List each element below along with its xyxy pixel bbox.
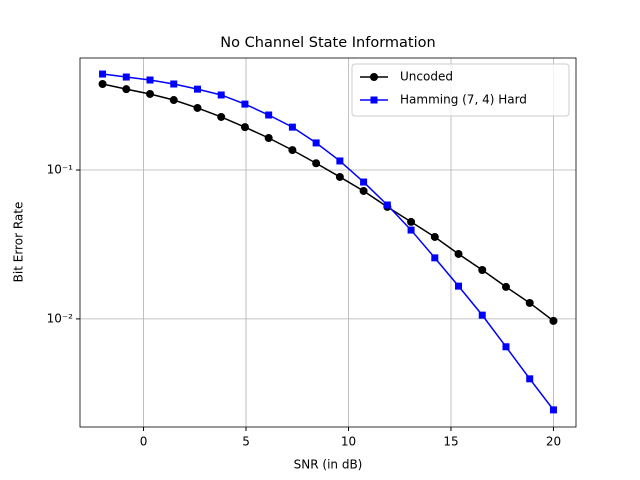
marker xyxy=(454,249,463,258)
marker xyxy=(193,103,202,112)
x-tick-label: 20 xyxy=(546,435,561,449)
x-tick-label: 15 xyxy=(443,435,458,449)
marker xyxy=(265,111,273,119)
x-axis-label: SNR (in dB) xyxy=(294,458,363,472)
marker xyxy=(169,96,178,105)
marker xyxy=(525,298,534,307)
marker xyxy=(430,232,439,241)
legend-marker xyxy=(370,73,378,81)
x-tick-label: 0 xyxy=(140,435,148,449)
marker xyxy=(526,375,534,383)
x-tick-label: 10 xyxy=(341,435,356,449)
marker xyxy=(217,112,226,121)
legend-label: Uncoded xyxy=(400,70,453,84)
marker xyxy=(146,89,155,98)
legend-marker xyxy=(370,96,378,104)
marker xyxy=(217,91,225,99)
marker xyxy=(288,146,297,155)
chart-title: No Channel State Information xyxy=(220,35,435,51)
marker xyxy=(335,172,344,181)
marker xyxy=(360,178,368,186)
marker xyxy=(193,85,201,93)
marker xyxy=(501,282,510,291)
series-line xyxy=(102,83,554,322)
legend-label: Hamming (7, 4) Hard xyxy=(400,93,527,107)
marker xyxy=(264,133,273,142)
marker xyxy=(170,80,178,88)
marker xyxy=(98,79,107,88)
x-tick-label: 5 xyxy=(242,435,250,449)
series-line xyxy=(102,73,555,411)
marker xyxy=(336,157,344,165)
marker xyxy=(549,406,557,414)
y-axis-label: Bit Error Rate xyxy=(12,202,26,283)
marker xyxy=(241,100,249,108)
marker xyxy=(549,316,558,325)
marker xyxy=(478,266,487,275)
marker xyxy=(122,73,130,81)
marker xyxy=(359,186,368,195)
marker xyxy=(122,85,131,94)
marker xyxy=(99,70,107,78)
marker xyxy=(240,123,249,132)
marker xyxy=(288,123,296,131)
marker xyxy=(383,201,391,209)
marker xyxy=(478,311,486,319)
marker xyxy=(407,226,415,234)
marker xyxy=(502,343,510,351)
marker xyxy=(312,159,321,168)
legend-box xyxy=(351,63,570,117)
marker xyxy=(455,282,463,290)
y-tick-label: 10⁻² xyxy=(47,311,74,325)
marker xyxy=(407,217,416,226)
plot-frame xyxy=(79,57,577,428)
marker xyxy=(431,254,439,262)
marker xyxy=(146,76,154,84)
marker xyxy=(312,139,320,147)
y-tick-label: 10⁻¹ xyxy=(47,162,74,176)
